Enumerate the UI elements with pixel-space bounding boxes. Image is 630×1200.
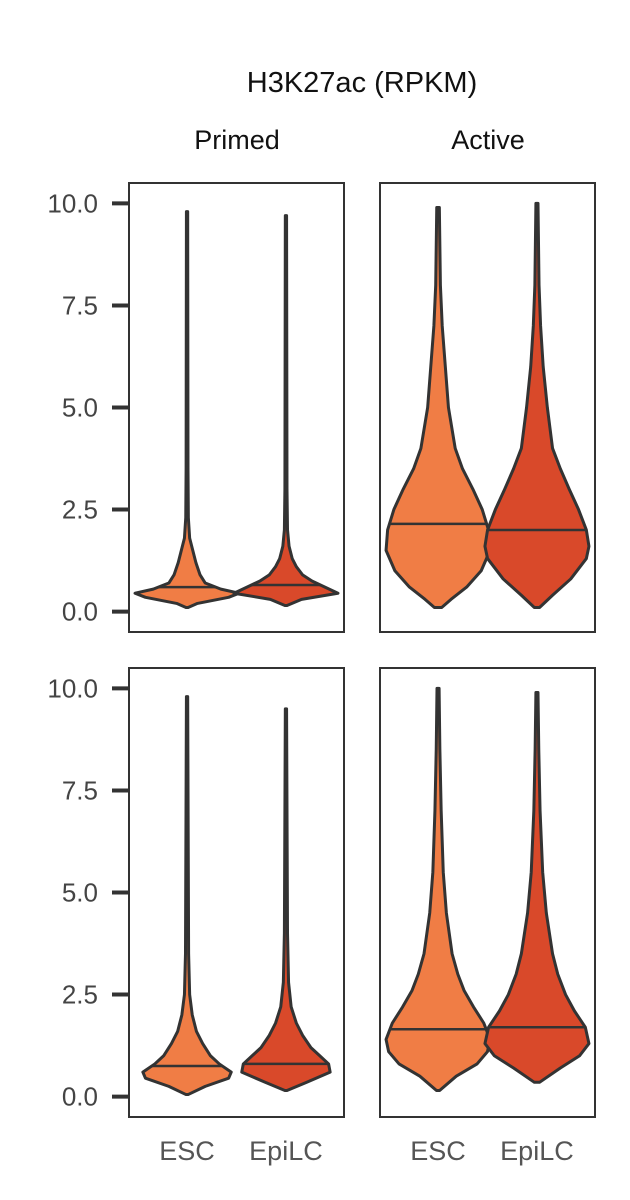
y-tick-label: 5.0 bbox=[62, 393, 98, 423]
violin-esc bbox=[384, 205, 492, 610]
y-tick-label: 0.0 bbox=[62, 1082, 98, 1112]
y-tick-label: 5.0 bbox=[62, 878, 98, 908]
x-tick-label-esc: ESC bbox=[159, 1136, 215, 1166]
violin-esc bbox=[133, 210, 241, 610]
panel-frame bbox=[379, 667, 596, 1118]
x-tick-label-epilc: EpiLC bbox=[500, 1136, 574, 1166]
violin-esc bbox=[141, 695, 233, 1097]
panel-primed-row0: 0.0 2.5 5.0 7.5 10.0 bbox=[47, 182, 345, 633]
y-tick-label: 10.0 bbox=[47, 188, 98, 218]
x-tick-label-epilc: EpiLC bbox=[249, 1136, 323, 1166]
y-tick-label: 7.5 bbox=[62, 775, 98, 805]
violin-epilc bbox=[240, 707, 332, 1092]
y-tick-label: 10.0 bbox=[47, 673, 98, 703]
violin-epilc bbox=[483, 201, 591, 610]
panel-active-row0 bbox=[379, 182, 596, 633]
y-tick-label: 0.0 bbox=[62, 597, 98, 627]
y-tick-label: 7.5 bbox=[62, 290, 98, 320]
y-tick-label: 2.5 bbox=[62, 980, 98, 1010]
y-tick-label: 2.5 bbox=[62, 495, 98, 525]
panel-frame bbox=[379, 182, 596, 633]
violin-epilc bbox=[232, 214, 340, 607]
column-title-primed: Primed bbox=[194, 125, 280, 155]
column-title-active: Active bbox=[451, 125, 525, 155]
panel-frame bbox=[128, 182, 345, 633]
chart-title: H3K27ac (RPKM) bbox=[247, 67, 477, 99]
panel-active-row1: ESC EpiLC bbox=[379, 667, 596, 1166]
x-tick-label-esc: ESC bbox=[410, 1136, 466, 1166]
panel-primed-row1: 0.0 2.5 5.0 7.5 10.0 ESC EpiLC bbox=[47, 667, 345, 1166]
violin-epilc bbox=[483, 690, 591, 1084]
